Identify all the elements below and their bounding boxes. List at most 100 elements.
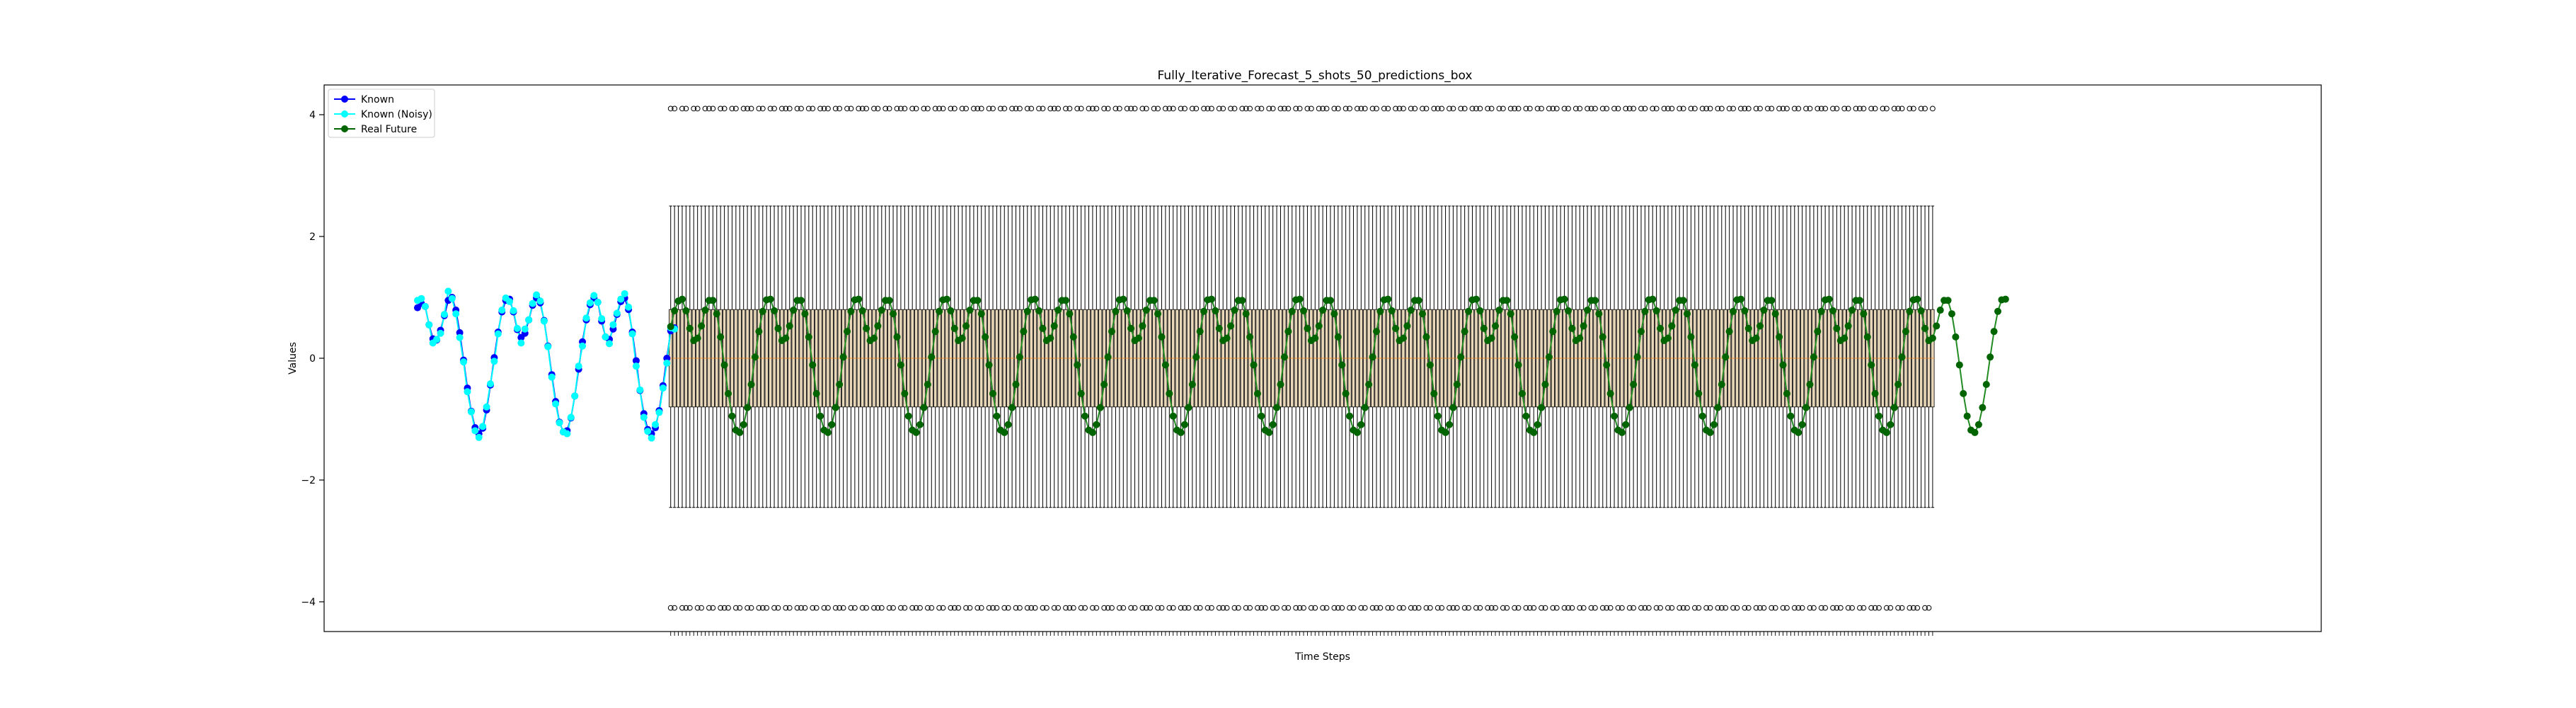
real-future-point: [1595, 310, 1603, 318]
real-future-point: [1833, 324, 1841, 332]
known-noisy-point: [567, 413, 575, 421]
prediction-box: [1258, 105, 1265, 611]
box-outlier-low: [1550, 605, 1556, 611]
box-outlier-high: [1784, 105, 1790, 112]
prediction-box: [1780, 105, 1786, 611]
box-outlier-high: [1189, 105, 1195, 112]
box-outlier-low: [744, 605, 751, 611]
box-outlier-high: [1577, 105, 1583, 112]
known-point: [632, 357, 640, 365]
box-outlier-high: [1055, 105, 1062, 112]
prediction-box: [1883, 105, 1890, 611]
real-future-point: [1096, 404, 1104, 411]
real-future-point: [1518, 389, 1526, 397]
real-future-point: [682, 307, 690, 314]
real-future-point: [1744, 324, 1752, 332]
real-future-point: [1050, 322, 1058, 330]
box-outlier-low: [683, 605, 689, 611]
known-noisy-point: [490, 358, 498, 365]
box-outlier-low: [1320, 605, 1326, 611]
box-outlier-low: [1872, 605, 1878, 611]
prediction-box: [978, 105, 984, 611]
known-point: [663, 355, 671, 362]
prediction-box: [1569, 205, 1575, 611]
box-outlier-high: [1024, 105, 1030, 112]
box-outlier-high: [1228, 105, 1234, 112]
box-outlier-high: [1231, 105, 1238, 112]
prediction-box: [886, 105, 892, 611]
real-future-point: [1955, 361, 1963, 369]
box-outlier-low: [1500, 605, 1506, 611]
box-outlier-low: [764, 605, 770, 611]
prediction-box: [1201, 105, 1207, 508]
y-tick-label: −4: [301, 597, 316, 608]
prediction-box: [1339, 205, 1345, 611]
box-outlier-high: [909, 105, 916, 112]
real-future-point: [904, 412, 912, 420]
real-future-point: [1169, 412, 1177, 420]
prediction-box: [1401, 105, 1406, 611]
legend-swatch-marker: [341, 125, 348, 132]
prediction-box: [1822, 105, 1829, 611]
box-outlier-high: [1677, 105, 1683, 112]
prediction-box: [1120, 205, 1127, 611]
real-future-point: [1568, 324, 1576, 332]
box-outlier-high: [1565, 105, 1571, 112]
real-future-point: [1123, 307, 1131, 314]
box-outlier-high: [1304, 105, 1311, 112]
real-future-point: [1472, 295, 1480, 303]
prediction-box: [948, 105, 954, 611]
known-noisy-point: [444, 287, 452, 295]
box-outlier-high: [1872, 105, 1878, 112]
box-outlier-high: [1653, 105, 1660, 112]
box-outlier-high: [1047, 105, 1054, 112]
real-future-point: [1139, 322, 1146, 330]
real-future-point: [1426, 361, 1434, 369]
box-outlier-low: [1204, 605, 1211, 611]
y-tick-label: 2: [309, 232, 316, 243]
x-axis-label: Time Steps: [1294, 651, 1350, 663]
prediction-box: [1124, 105, 1130, 508]
real-future-point: [1741, 307, 1749, 314]
prediction-box: [951, 105, 958, 611]
prediction-box: [1320, 105, 1326, 611]
real-future-point: [1442, 428, 1449, 436]
real-future-point: [828, 421, 836, 428]
real-future-point: [755, 328, 763, 336]
prediction-box: [1684, 205, 1690, 611]
box-outlier-low: [948, 605, 954, 611]
real-future-point: [709, 297, 717, 304]
box-outlier-high: [1101, 105, 1108, 112]
real-future-point: [1238, 297, 1246, 304]
box-outlier-high: [832, 105, 839, 112]
box-outlier-low: [951, 605, 958, 611]
prediction-box: [1166, 105, 1173, 611]
prediction-box: [1128, 105, 1134, 611]
known-noisy-point: [448, 295, 456, 302]
real-future-point: [1388, 307, 1396, 314]
prediction-box: [913, 105, 919, 611]
prediction-box: [875, 105, 881, 611]
box-outlier-low: [756, 605, 762, 611]
real-future-point: [759, 307, 766, 315]
prediction-box: [1132, 105, 1138, 611]
prediction-box: [1642, 105, 1648, 611]
prediction-box: [1577, 105, 1583, 611]
prediction-box: [1669, 105, 1675, 611]
prediction-box: [1791, 105, 1798, 611]
box-outlier-high: [694, 105, 701, 112]
prediction-box: [1009, 105, 1015, 508]
prediction-box: [1861, 105, 1867, 611]
box-outlier-high: [1320, 105, 1326, 112]
prediction-box: [967, 205, 973, 611]
prediction-box: [856, 105, 862, 508]
prediction-box: [1699, 105, 1706, 508]
box-outlier-low: [1887, 605, 1894, 611]
real-future-point: [1606, 389, 1614, 397]
box-outlier-high: [1834, 105, 1840, 112]
known-noisy-point: [517, 339, 525, 347]
box-outlier-high: [1204, 105, 1211, 112]
real-future-point: [982, 333, 989, 341]
box-outlier-low: [1723, 605, 1729, 611]
prediction-box: [963, 105, 969, 611]
